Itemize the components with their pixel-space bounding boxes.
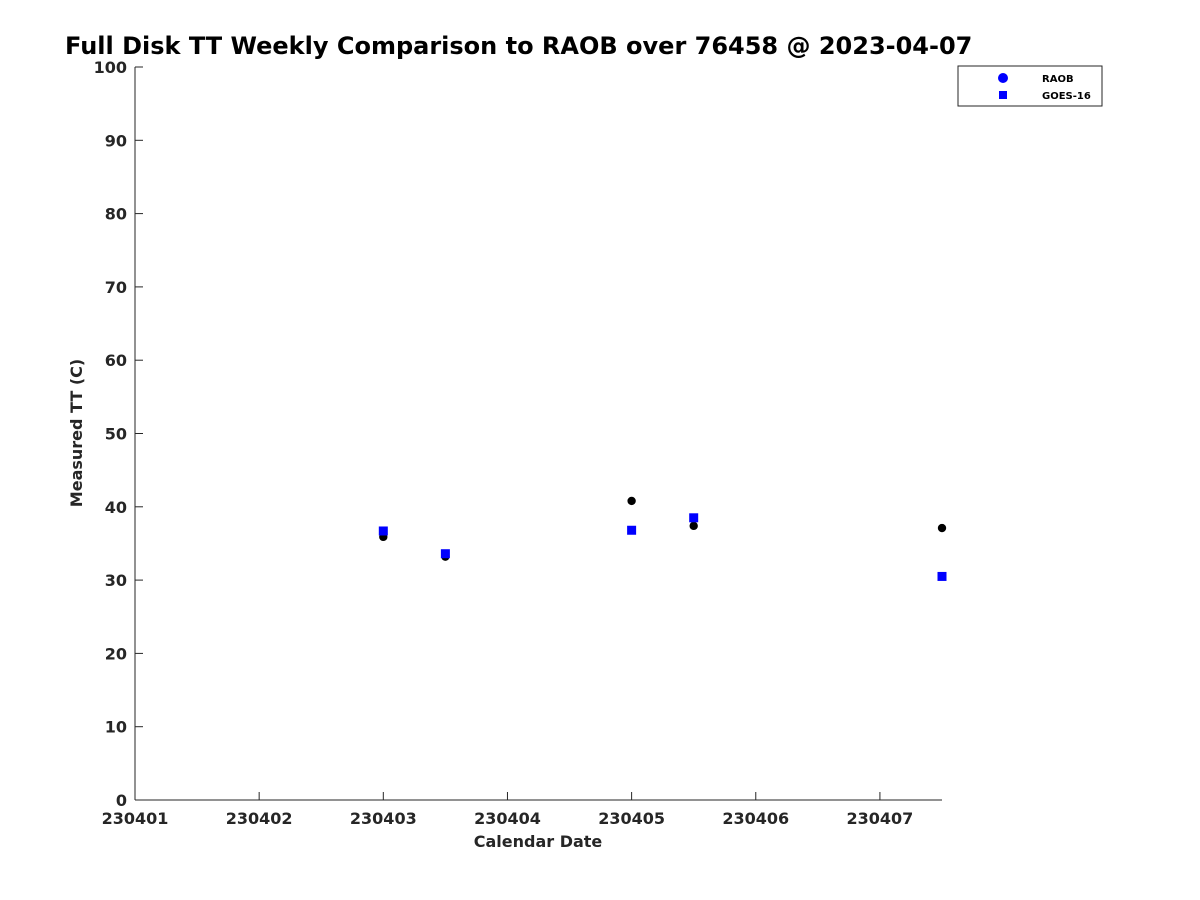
goes-16-point: [440, 549, 450, 559]
data-series: [378, 496, 947, 581]
y-tick-label: 20: [105, 644, 127, 663]
x-tick-label: 230403: [350, 809, 417, 828]
plot-area: [134, 67, 942, 801]
legend-label: RAOB: [1042, 74, 1074, 85]
x-tick-label: 230407: [847, 809, 914, 828]
y-tick-label: 40: [105, 498, 127, 517]
y-tick-label: 10: [105, 718, 127, 737]
x-tick-label: 230406: [722, 809, 789, 828]
x-axis-ticks: 230401 230402 230403 230404 230405 230406 2304…: [102, 792, 914, 828]
legend-goes-16-marker: [999, 91, 1007, 99]
y-tick-label: 30: [105, 571, 127, 590]
legend-label: GOES-16: [1042, 91, 1091, 102]
y-tick-label: 50: [105, 425, 127, 444]
y-tick-label: 70: [105, 278, 127, 297]
legend-box: [957, 65, 1103, 107]
y-tick-label: 60: [105, 351, 127, 370]
y-axis-ticks: 0 10 20 30 40 50 60 70 80 90 100: [94, 58, 143, 810]
y-axis-label: Measured TT (C): [67, 359, 86, 507]
x-tick-label: 230404: [474, 809, 541, 828]
x-tick-label: 230405: [598, 809, 665, 828]
y-tick-label: 100: [94, 58, 127, 77]
x-axis-label: Calendar Date: [474, 832, 603, 851]
goes-16-point: [627, 525, 637, 535]
raob-point: [937, 523, 947, 533]
raob-point: [627, 496, 636, 506]
x-tick-label: 230401: [102, 809, 169, 828]
raob-point: [689, 521, 698, 531]
chart-title: Full Disk TT Weekly Comparison to RAOB o…: [65, 32, 972, 60]
x-tick-label: 230402: [226, 809, 293, 828]
legend-raob-marker: [998, 73, 1008, 83]
y-tick-label: 0: [116, 791, 127, 810]
y-tick-label: 90: [105, 131, 127, 150]
goes-16-point: [378, 526, 388, 536]
goes-16-point: [689, 513, 699, 523]
series-goes-16: [378, 513, 947, 581]
legend: RAOB GOES-16: [957, 65, 1103, 107]
series-raob: [379, 496, 947, 561]
y-tick-label: 80: [105, 205, 127, 224]
goes-16-point: [937, 571, 947, 581]
